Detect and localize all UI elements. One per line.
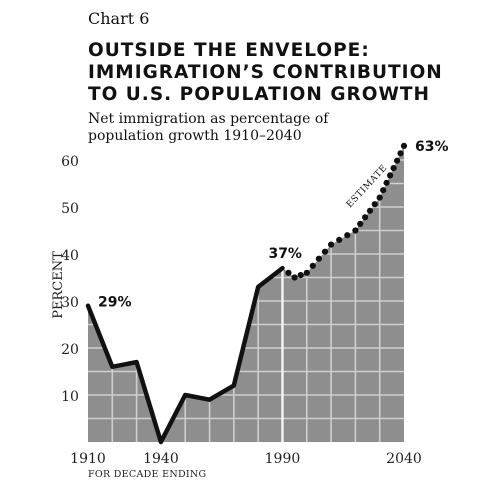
estimate-dot xyxy=(328,241,335,248)
title-line-1: OUTSIDE THE ENVELOPE: xyxy=(88,40,370,61)
subtitle-line-2: population growth 1910–2040 xyxy=(88,128,302,144)
chart-number: Chart 6 xyxy=(88,9,150,28)
estimate-dot xyxy=(357,220,364,227)
estimate-dot xyxy=(303,269,310,276)
estimate-dot xyxy=(315,255,322,262)
y-tick-label: 50 xyxy=(61,201,79,217)
y-tick-label: 30 xyxy=(61,295,79,311)
estimate-dot xyxy=(376,194,383,201)
x-tick-label: 1910 xyxy=(70,451,106,467)
series-line-actual xyxy=(85,265,285,445)
y-tick-label: 10 xyxy=(61,389,79,405)
area-fill xyxy=(88,145,404,442)
estimate-dot xyxy=(371,201,378,208)
estimate-dot xyxy=(362,214,369,221)
series-lines xyxy=(85,265,285,445)
x-tick-label: 2040 xyxy=(386,451,422,467)
y-tick-label: 60 xyxy=(61,154,79,170)
annotation-29: 29% xyxy=(98,295,132,311)
estimate-dot xyxy=(285,269,292,276)
chart-subtitle: Net immigration as percentage of populat… xyxy=(88,111,388,145)
y-tick-label: 40 xyxy=(61,248,79,264)
title-line-2: IMMIGRATION’S CONTRIBUTION xyxy=(88,62,443,83)
estimate-dot xyxy=(291,274,298,281)
estimate-dot xyxy=(321,248,329,255)
estimate-dot xyxy=(380,187,387,194)
estimate-dot xyxy=(390,165,397,172)
estimate-dot xyxy=(387,172,394,179)
annotation-37: 37% xyxy=(268,246,302,262)
chart-title: OUTSIDE THE ENVELOPE: IMMIGRATION’S CONT… xyxy=(88,40,468,106)
subtitle-line-1: Net immigration as percentage of xyxy=(88,111,329,127)
annotation-63: 63% xyxy=(415,139,449,155)
x-axis-label: FOR DECADE ENDING xyxy=(88,469,206,480)
estimate-dots xyxy=(285,142,408,281)
estimate-dot xyxy=(297,272,304,279)
estimate-dot xyxy=(397,150,404,157)
y-tick-labels: 10 20 30 40 50 60 xyxy=(61,154,79,405)
estimate-dot xyxy=(344,232,351,239)
y-axis-label: PERCENT xyxy=(51,251,66,319)
estimate-dot xyxy=(383,179,390,186)
estimate-dot xyxy=(400,142,408,149)
x-tick-labels: 1910 1940 1990 2040 xyxy=(70,451,422,467)
estimate-dot xyxy=(309,262,316,269)
estimate-dot xyxy=(394,157,401,164)
title-line-3: TO U.S. POPULATION GROWTH xyxy=(88,84,430,105)
estimate-dot xyxy=(336,236,343,243)
y-tick-label: 20 xyxy=(61,342,79,358)
x-tick-label: 1940 xyxy=(143,451,179,467)
estimate-dot xyxy=(352,227,359,234)
estimate-dot xyxy=(366,207,374,214)
x-tick-label: 1990 xyxy=(265,451,301,467)
